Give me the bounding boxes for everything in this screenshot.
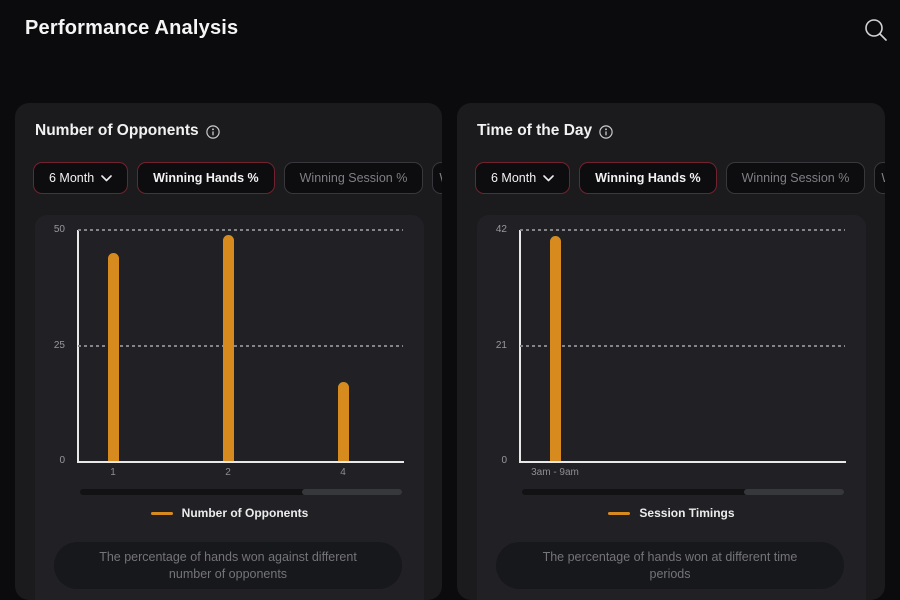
tab-clipped[interactable]: W — [874, 162, 885, 194]
info-icon[interactable] — [205, 124, 220, 139]
chart-card: 0 21 42 3am - 9am Session Timings The perce… — [477, 215, 866, 600]
y-axis — [77, 230, 79, 463]
x-tick-label: 2 — [225, 467, 231, 478]
y-tick-label: 0 — [501, 455, 507, 466]
chart-legend: Number of Opponents — [35, 506, 424, 520]
filter-row: 6 Month Winning Hands % Winning Session … — [475, 162, 885, 194]
bar-2 — [222, 234, 234, 461]
chart-description-text: The percentage of hands won against diff… — [99, 549, 357, 581]
panel-header: Number of Opponents — [35, 122, 220, 140]
y-tick-label: 42 — [495, 224, 507, 235]
gridline — [520, 344, 845, 347]
x-axis — [519, 461, 846, 463]
gridline — [520, 229, 845, 231]
panel-title: Time of the Day — [477, 122, 593, 139]
bar-chart: 0 21 42 3am - 9am — [477, 215, 866, 485]
legend-marker — [608, 511, 631, 515]
y-tick-label: 50 — [53, 224, 65, 235]
chart-description: The percentage of hands won at different… — [496, 542, 844, 589]
y-axis — [519, 230, 521, 463]
tab-winning-hands[interactable]: Winning Hands % — [579, 162, 717, 194]
chart-legend: Session Timings — [477, 506, 866, 520]
filter-row: 6 Month Winning Hands % Winning Session … — [33, 162, 442, 194]
period-dropdown-label: 6 Month — [49, 171, 95, 185]
scrollbar-thumb[interactable] — [302, 489, 402, 495]
period-dropdown-label: 6 Month — [491, 171, 537, 185]
y-tick-label: 21 — [495, 339, 507, 351]
period-dropdown[interactable]: 6 Month — [33, 162, 129, 194]
tab-winning-session[interactable]: Winning Session % — [725, 162, 866, 194]
period-dropdown[interactable]: 6 Month — [475, 162, 571, 194]
tab-winning-hands[interactable]: Winning Hands % — [137, 162, 275, 194]
bar-3am - 9am — [549, 235, 561, 461]
chevron-down-icon — [101, 174, 112, 181]
y-tick-label: 25 — [53, 339, 65, 351]
x-tick-label: 1 — [110, 467, 116, 478]
chart-description-text: The percentage of hands won at different… — [542, 549, 798, 581]
horizontal-scrollbar[interactable] — [522, 489, 844, 495]
page-title: Performance Analysis — [25, 17, 239, 39]
bar-4 — [337, 382, 349, 461]
tab-clipped[interactable]: W — [432, 162, 442, 194]
gridline — [78, 229, 403, 231]
bar-1 — [107, 253, 119, 461]
chart-card: 0 25 50 1 2 4 Number of Opponents The percent… — [35, 215, 424, 600]
legend-label: Session Timings — [639, 506, 735, 520]
number-of-opponents-panel: Number of Opponents 6 Month Winning Hand… — [15, 103, 442, 600]
time-of-day-panel: Time of the Day 6 Month Winning Hands % … — [457, 103, 885, 600]
panel-title: Number of Opponents — [35, 122, 199, 139]
tab-winning-session[interactable]: Winning Session % — [283, 162, 424, 194]
legend-label: Number of Opponents — [181, 506, 309, 520]
y-tick-label: 0 — [59, 455, 65, 466]
search-icon[interactable] — [862, 16, 890, 44]
chart-description: The percentage of hands won against diff… — [54, 542, 402, 589]
info-icon[interactable] — [599, 124, 613, 139]
horizontal-scrollbar[interactable] — [80, 489, 402, 495]
legend-marker — [150, 511, 173, 515]
x-axis — [77, 461, 404, 463]
scrollbar-thumb[interactable] — [744, 489, 844, 495]
chevron-down-icon — [543, 174, 554, 181]
x-tick-label: 3am - 9am — [531, 467, 579, 478]
panel-header: Time of the Day — [477, 122, 613, 140]
bar-chart: 0 25 50 1 2 4 — [35, 215, 424, 485]
gridline — [78, 344, 403, 347]
x-tick-label: 4 — [340, 467, 346, 478]
